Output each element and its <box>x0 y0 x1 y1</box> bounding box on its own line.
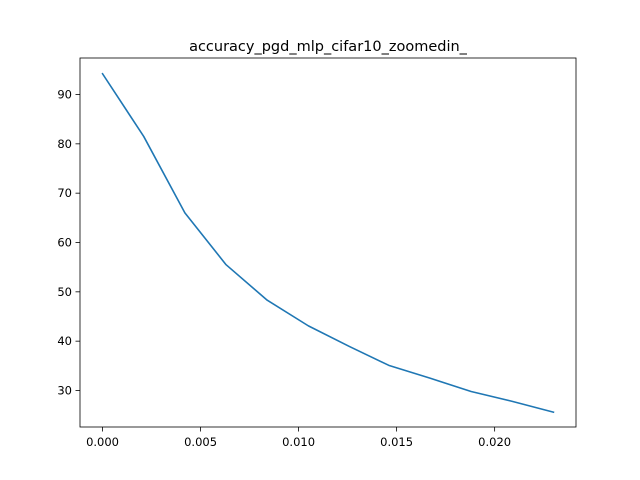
tick-group: 0.000 0.005 0.010 0.015 0.020 30 40 50 60 70 80 90 <box>57 88 511 449</box>
y-tick-label: 60 <box>57 236 72 250</box>
y-tick-label: 70 <box>57 186 72 200</box>
y-tick-label: 40 <box>57 334 72 348</box>
x-tick-label: 0.005 <box>184 435 217 449</box>
x-tick-label: 0.010 <box>282 435 315 449</box>
plot-area-frame <box>79 57 577 428</box>
chart-title: accuracy_pgd_mlp_cifar10_zoomedin_ <box>189 39 468 55</box>
series-line <box>101 72 555 414</box>
x-tick-label: 0.015 <box>380 435 413 449</box>
y-tick-label: 30 <box>57 383 72 397</box>
x-tick-label: 0.000 <box>86 435 119 449</box>
y-tick-label: 50 <box>57 285 72 299</box>
y-tick-label: 80 <box>57 137 72 151</box>
series-group <box>101 72 555 414</box>
y-tick-label: 90 <box>57 88 72 102</box>
x-tick-label: 0.020 <box>478 435 511 449</box>
